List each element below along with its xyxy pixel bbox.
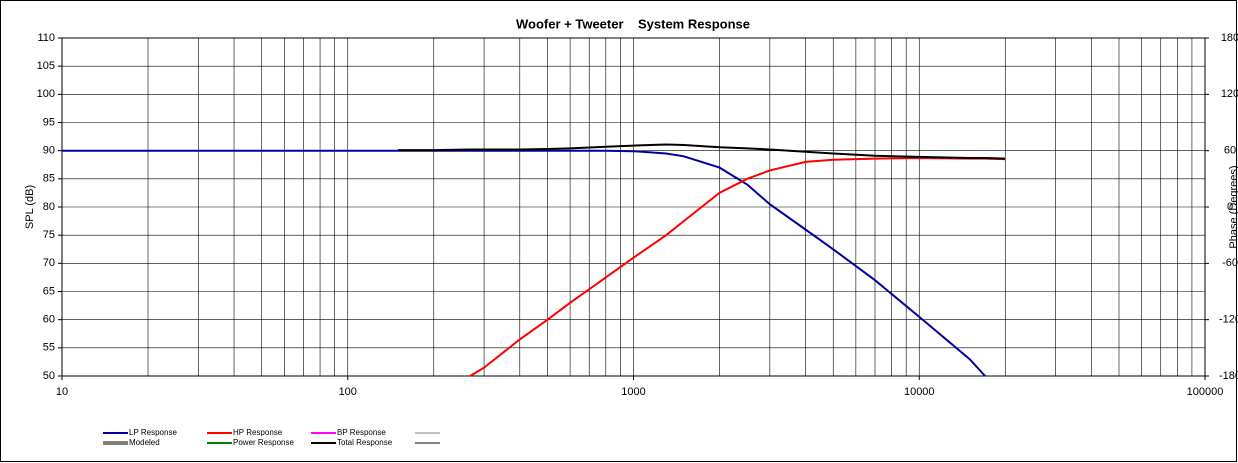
y-tick-label: 55 <box>43 342 55 354</box>
y-tick-label: 110 <box>37 32 55 44</box>
y-tick-label: 75 <box>43 229 55 241</box>
legend-label: Power Response <box>233 438 294 447</box>
y2-tick-label: 0 <box>1227 201 1233 213</box>
series-line <box>62 149 986 377</box>
legend-label: Total Response <box>337 438 393 447</box>
y-tick-label: 65 <box>43 285 55 297</box>
y-axis-label: SPL (dB) <box>24 185 36 229</box>
x-tick-label: 10 <box>56 386 68 398</box>
y2-tick-label: -120 <box>1219 314 1238 326</box>
legend-label: HP Response <box>233 428 283 437</box>
chart-title: Woofer + Tweeter System Response <box>516 16 750 31</box>
y-tick-label: 80 <box>43 201 55 213</box>
y-tick-label: 90 <box>43 145 55 157</box>
x-tick-label: 10000 <box>904 386 935 398</box>
series-line <box>398 143 1006 160</box>
y-tick-label: 70 <box>43 257 55 269</box>
legend-label: Modeled <box>129 438 160 447</box>
y-tick-label: 60 <box>43 314 55 326</box>
x-tick-label: 1000 <box>621 386 645 398</box>
y2-tick-label: -60 <box>1222 257 1238 269</box>
y-tick-label: 100 <box>37 88 55 100</box>
x-tick-label: 100 <box>339 386 357 398</box>
y2-tick-label: 120 <box>1221 88 1238 100</box>
y-tick-label: 95 <box>43 116 55 128</box>
y2-tick-label: -180 <box>1219 370 1238 382</box>
series-line <box>469 156 1006 377</box>
y-tick-label: 105 <box>37 60 55 72</box>
y-tick-label: 85 <box>43 173 55 185</box>
y-tick-label: 50 <box>43 370 55 382</box>
y2-axis-label: Phase (Degrees) <box>1228 165 1238 248</box>
y2-tick-label: 60 <box>1224 145 1236 157</box>
legend-label: BP Response <box>337 428 386 437</box>
x-tick-label: 100000 <box>1187 386 1224 398</box>
legend-label: LP Response <box>129 428 177 437</box>
y2-tick-label: 180 <box>1221 32 1238 44</box>
